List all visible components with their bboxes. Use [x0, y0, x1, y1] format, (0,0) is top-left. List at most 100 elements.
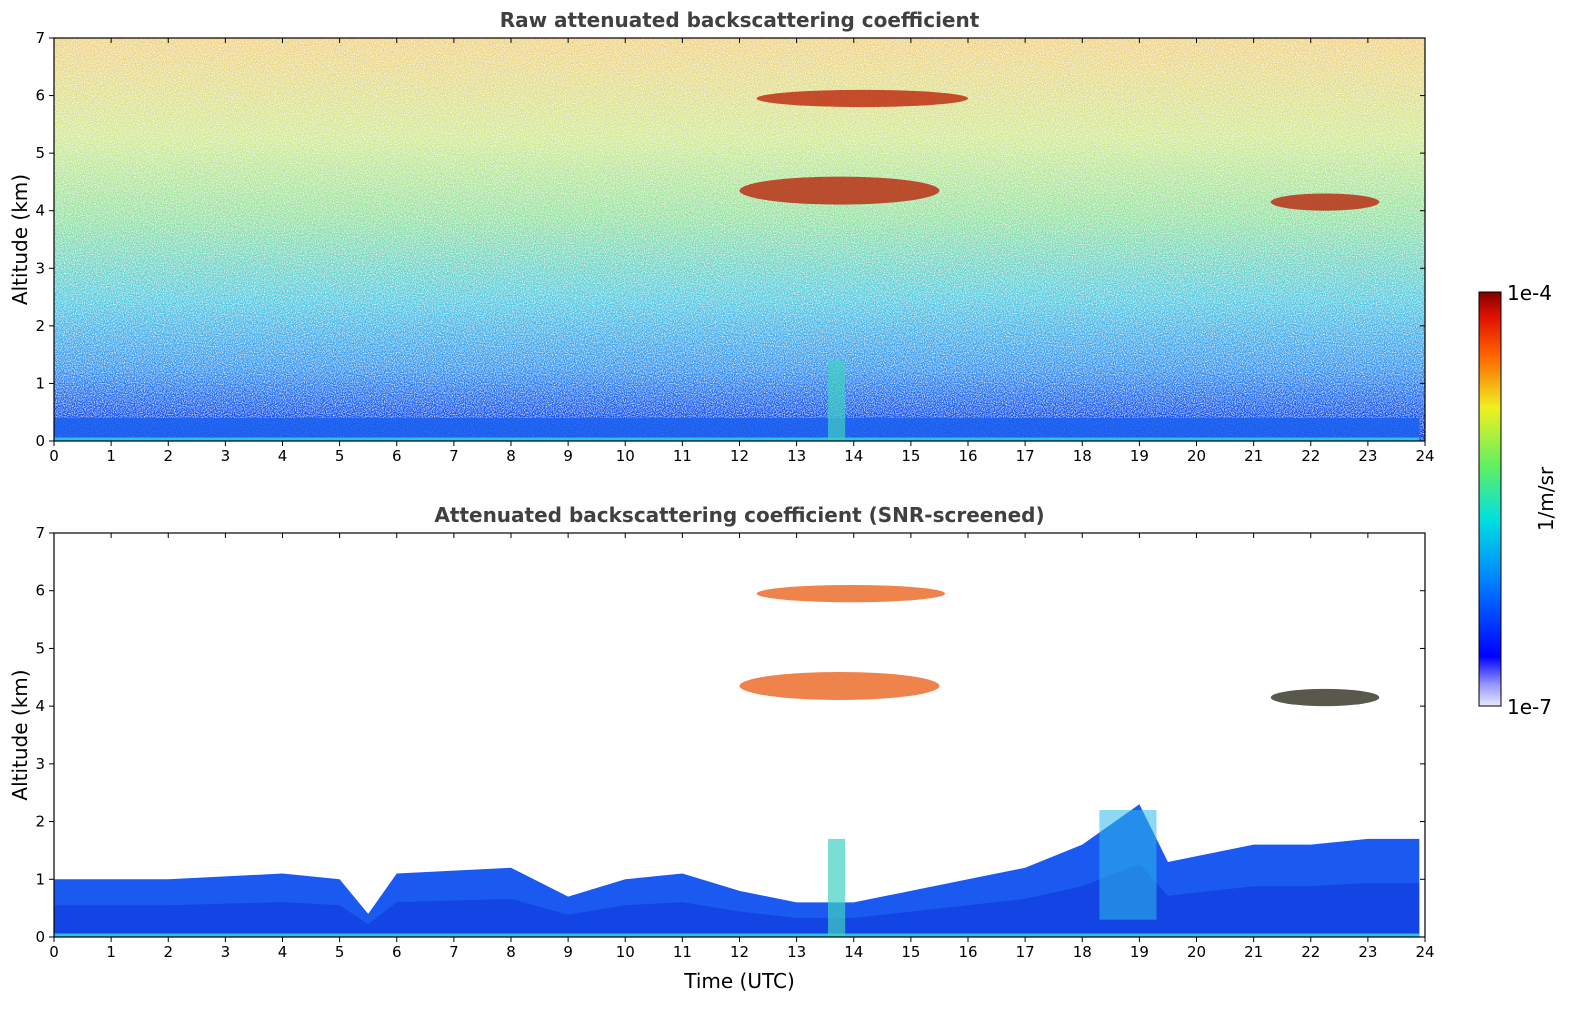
- y-tick-label: 7: [35, 29, 45, 47]
- x-tick-label: 2: [163, 943, 173, 961]
- x-tick-label: 20: [1187, 943, 1206, 961]
- x-tick-label: 7: [449, 447, 459, 465]
- y-tick-label: 4: [35, 697, 45, 715]
- x-tick-label: 9: [563, 943, 573, 961]
- x-tick-label: 10: [616, 447, 635, 465]
- y-tick-label: 6: [35, 582, 45, 600]
- y-tick-label: 2: [35, 317, 45, 335]
- x-tick-label: 0: [49, 447, 59, 465]
- colorbar-unit-label: 1/m/sr: [1534, 466, 1558, 531]
- panel-title: Raw attenuated backscattering coefficien…: [500, 8, 980, 32]
- x-tick-label: 17: [1016, 943, 1035, 961]
- x-axis-label: Time (UTC): [683, 969, 795, 993]
- cloud-3: [1270, 688, 1380, 707]
- x-tick-label: 17: [1016, 447, 1035, 465]
- x-tick-label: 3: [221, 447, 231, 465]
- x-tick-label: 22: [1301, 943, 1320, 961]
- x-tick-label: 21: [1244, 447, 1263, 465]
- noise-speckle: [54, 38, 1425, 441]
- x-tick-label: 7: [449, 943, 459, 961]
- x-tick-label: 21: [1244, 943, 1263, 961]
- x-tick-label: 0: [49, 943, 59, 961]
- x-axis: 0 1 2 3 4 5 6 7 8 9 10 11 12 13 14 15 16 17 18 19 20 21 22 23 24: [49, 533, 1435, 961]
- y-tick-label: 0: [35, 432, 45, 450]
- cloud-1: [739, 671, 940, 700]
- y-tick-label: 1: [35, 870, 45, 888]
- panel-2: Attenuated backscattering coefficient (S…: [8, 503, 1435, 993]
- x-tick-label: 6: [392, 943, 402, 961]
- x-tick-label: 12: [730, 943, 749, 961]
- cloud-1: [739, 176, 940, 205]
- x-tick-label: 8: [506, 943, 516, 961]
- x-axis: 0 1 2 3 4 5 6 7 8 9 10 11 12 13 14 15 16 17 18 19 20 21 22 23 24: [49, 38, 1435, 465]
- y-tick-label: 3: [35, 259, 45, 277]
- y-tick-label: 2: [35, 813, 45, 831]
- x-tick-label: 22: [1301, 447, 1320, 465]
- y-tick-label: 5: [35, 639, 45, 657]
- colorbar-max-label: 1e-4: [1507, 281, 1552, 305]
- plot-area-1: [54, 38, 1425, 441]
- cloud-2: [756, 584, 946, 603]
- x-tick-label: 18: [1073, 943, 1092, 961]
- colorbar: 1e-4 1e-7 1/m/sr: [1478, 281, 1558, 719]
- x-tick-label: 4: [278, 943, 288, 961]
- x-tick-label: 12: [730, 447, 749, 465]
- x-tick-label: 20: [1187, 447, 1206, 465]
- x-tick-label: 1: [106, 943, 116, 961]
- y-tick-label: 4: [35, 202, 45, 220]
- surface-layer: [54, 933, 1420, 937]
- y-tick-label: 7: [35, 524, 45, 542]
- x-tick-label: 8: [506, 447, 516, 465]
- y-tick-label: 1: [35, 374, 45, 392]
- panel-title: Attenuated backscattering coefficient (S…: [434, 503, 1044, 527]
- x-tick-label: 15: [901, 447, 920, 465]
- cloud-2: [756, 89, 968, 108]
- x-tick-label: 9: [563, 447, 573, 465]
- x-tick-label: 15: [901, 943, 920, 961]
- x-tick-label: 24: [1415, 447, 1434, 465]
- x-tick-label: 23: [1358, 447, 1377, 465]
- colorbar-min-label: 1e-7: [1507, 695, 1552, 719]
- y-tick-label: 3: [35, 755, 45, 773]
- x-tick-label: 18: [1073, 447, 1092, 465]
- x-tick-label: 10: [616, 943, 635, 961]
- x-tick-label: 11: [673, 447, 692, 465]
- y-tick-label: 6: [35, 87, 45, 105]
- plume: [828, 360, 846, 441]
- y-axis-label: Altitude (km): [8, 174, 32, 305]
- x-tick-label: 5: [335, 943, 345, 961]
- surface-layer: [54, 437, 1420, 441]
- x-tick-label: 13: [787, 943, 806, 961]
- y-axis-label: Altitude (km): [8, 669, 32, 800]
- plot-area-2: [54, 533, 1425, 937]
- x-tick-label: 6: [392, 447, 402, 465]
- x-tick-label: 19: [1130, 943, 1149, 961]
- y-tick-label: 0: [35, 928, 45, 946]
- x-tick-label: 24: [1415, 943, 1434, 961]
- x-tick-label: 23: [1358, 943, 1377, 961]
- x-tick-label: 2: [163, 447, 173, 465]
- x-tick-label: 16: [958, 447, 977, 465]
- cloud-3: [1270, 193, 1380, 211]
- y-axis: 0 1 2 3 4 5 6 7: [35, 524, 1425, 946]
- x-tick-label: 16: [958, 943, 977, 961]
- x-tick-label: 5: [335, 447, 345, 465]
- x-tick-label: 1: [106, 447, 116, 465]
- plume: [828, 838, 846, 937]
- colorbar-gradient: [1478, 291, 1502, 707]
- x-tick-label: 3: [221, 943, 231, 961]
- x-tick-label: 11: [673, 943, 692, 961]
- boundary-layer: [54, 417, 1420, 441]
- boundary-layer-core: [54, 863, 1420, 937]
- y-tick-label: 5: [35, 144, 45, 162]
- x-tick-label: 13: [787, 447, 806, 465]
- x-tick-label: 14: [844, 943, 863, 961]
- y-axis: 0 1 2 3 4 5 6 7: [35, 29, 1425, 450]
- x-tick-label: 4: [278, 447, 288, 465]
- panel-1: Raw attenuated backscattering coefficien…: [8, 8, 1435, 465]
- x-tick-label: 14: [844, 447, 863, 465]
- convective-column: [1099, 810, 1157, 920]
- x-tick-label: 19: [1130, 447, 1149, 465]
